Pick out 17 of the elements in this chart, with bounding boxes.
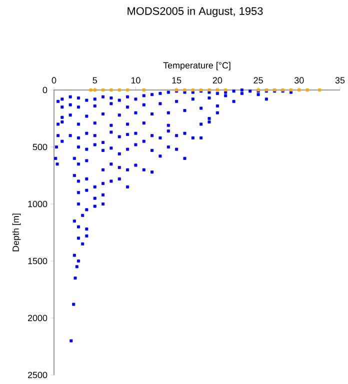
x-tick-label: 10 xyxy=(131,77,140,84)
x-tick-label: 30 xyxy=(294,77,304,84)
x-tick-label: 15 xyxy=(172,77,182,84)
x-axis-title: Temperature [°C] xyxy=(163,62,230,70)
x-tick-label: 35 xyxy=(335,77,345,84)
x-tick-label: 25 xyxy=(254,77,263,84)
x-tick-label: 20 xyxy=(212,77,222,84)
chart-title: MODS2005 in August, 1953 xyxy=(128,6,263,18)
y-tick-label: 2000 xyxy=(28,314,48,322)
x-tick-label: 0 xyxy=(52,77,56,84)
y-tick-label: 0 xyxy=(42,86,48,94)
y-tick-label: 1500 xyxy=(28,258,48,264)
y-axis-title: Depth [m] xyxy=(12,214,21,252)
y-tick-label: 2500 xyxy=(28,372,48,378)
x-tick-label: 5 xyxy=(92,77,97,84)
y-tick-label: 1000 xyxy=(28,200,48,208)
y-tick-label: 500 xyxy=(32,144,48,150)
